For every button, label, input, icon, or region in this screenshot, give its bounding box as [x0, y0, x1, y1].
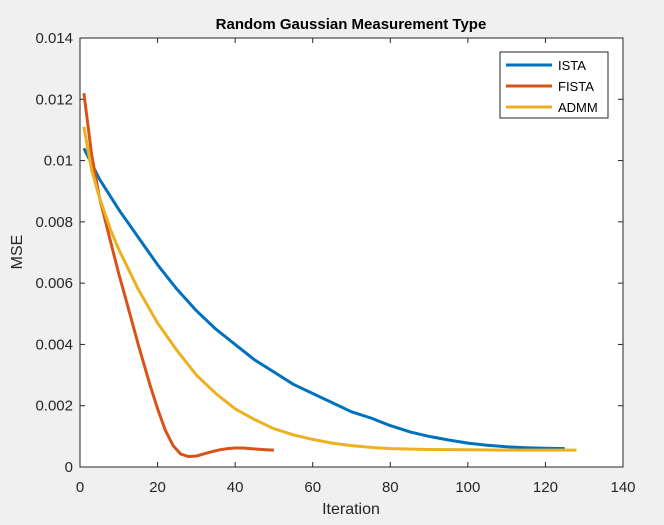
y-tick-label: 0.006	[35, 275, 73, 292]
y-tick-label: 0.002	[35, 398, 73, 415]
x-axis-ticks: 0 20 40 60 80 100 120 140	[76, 38, 636, 496]
x-tick-label: 120	[533, 479, 558, 496]
legend-label-admm: ADMM	[558, 100, 598, 115]
y-axis-ticks: 0 0.002 0.004 0.006 0.008 0.01 0.012 0.014	[35, 30, 623, 476]
y-tick-label: 0.008	[35, 214, 73, 231]
y-tick-label: 0.012	[35, 91, 73, 108]
series-line-admm	[82, 126, 577, 452]
series-line-fista	[82, 93, 274, 459]
series-layer	[82, 93, 577, 459]
x-tick-label: 100	[455, 479, 480, 496]
y-tick-label: 0	[65, 459, 73, 476]
legend-label-ista: ISTA	[558, 58, 586, 73]
x-tick-label: 80	[382, 479, 399, 496]
x-axis-label: Iteration	[322, 501, 380, 518]
x-tick-label: 140	[610, 479, 635, 496]
x-tick-label: 60	[304, 479, 321, 496]
x-tick-label: 20	[149, 479, 166, 496]
legend-label-fista: FISTA	[558, 79, 594, 94]
legend[interactable]: ISTA FISTA ADMM	[499, 51, 609, 119]
y-tick-label: 0.01	[44, 153, 73, 170]
chart-title: Random Gaussian Measurement Type	[216, 16, 487, 33]
axes-box	[79, 37, 624, 468]
y-tick-label: 0.004	[35, 336, 73, 353]
y-axis-label: MSE	[9, 235, 26, 270]
x-tick-label: 0	[76, 479, 84, 496]
y-tick-label: 0.014	[35, 30, 73, 47]
x-tick-label: 40	[227, 479, 244, 496]
series-line-ista	[82, 147, 565, 451]
